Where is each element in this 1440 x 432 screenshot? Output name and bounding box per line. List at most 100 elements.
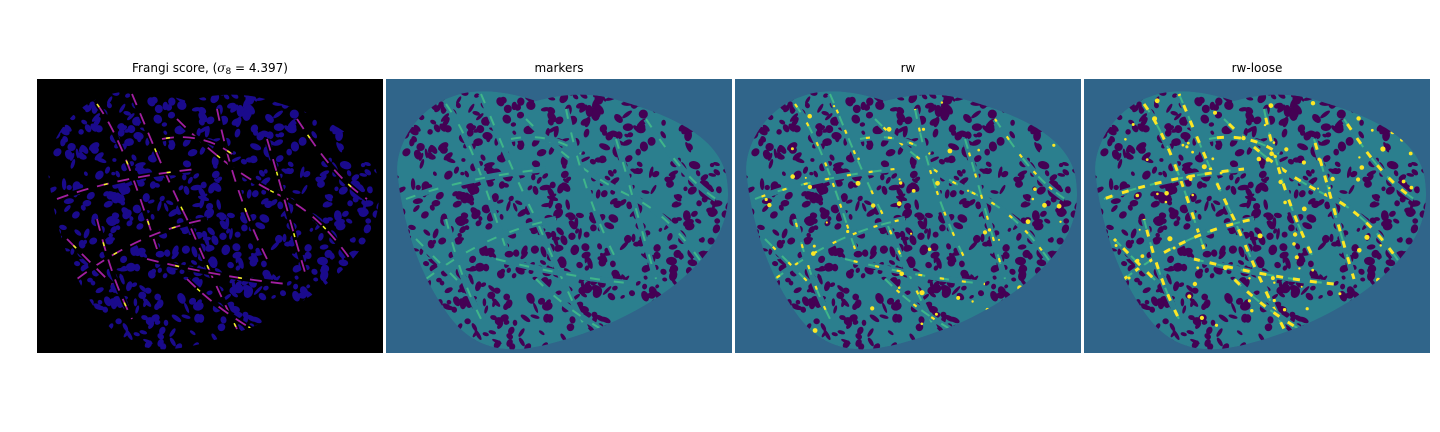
segmented-dot (1356, 177, 1361, 182)
vessel-highlight (1343, 118, 1415, 200)
segmented-dot (1185, 145, 1189, 149)
segmented-dot (1191, 193, 1194, 197)
vessel-highlight (510, 136, 582, 155)
segmented-dot (920, 322, 924, 326)
segmented-dot (1247, 299, 1251, 303)
vessel-highlight (415, 238, 462, 285)
segmented-dot (1401, 179, 1406, 184)
segmented-dot (1359, 165, 1365, 170)
segmented-dot (896, 201, 902, 207)
segmented-dot (1292, 232, 1298, 237)
segmented-dot (897, 286, 901, 289)
segmented-dot (1135, 258, 1140, 263)
segmented-dot (977, 148, 980, 152)
segmented-dot (1379, 244, 1382, 247)
segmented-vessel (774, 217, 906, 280)
panel-title-markers: markers (534, 61, 584, 75)
segmented-vessel (1262, 108, 1316, 260)
segmented-dot (1317, 187, 1320, 190)
segmented-dot (1301, 206, 1307, 212)
vessel-highlight (495, 258, 637, 285)
vessel-highlight (131, 93, 238, 330)
segmented-dot (1154, 98, 1160, 104)
panel-title-frangi: Frangi score, (σ8 = 4.397) (132, 61, 288, 77)
vessel-highlight (1223, 118, 1405, 270)
segmented-dot (1409, 185, 1414, 190)
vessel-line (792, 102, 858, 250)
segmented-vessel (1232, 277, 1300, 331)
segmented-dot (899, 271, 904, 277)
vessel-highlight (146, 258, 288, 285)
segmented-dot (1273, 154, 1277, 158)
segmented-dot (1263, 123, 1267, 127)
vessel-highlight (774, 218, 906, 280)
segmented-dot (1192, 281, 1198, 287)
segmented-dot (812, 244, 816, 248)
segmented-dot (1187, 294, 1192, 299)
segmented-dot (1124, 138, 1127, 141)
segmented-vessel (1123, 217, 1255, 281)
panel-title-rw-loose: rw-loose (1231, 61, 1283, 75)
segmented-dot (898, 178, 901, 181)
segmented-dot (1370, 128, 1374, 132)
segmented-dot (1196, 266, 1200, 270)
segmented-dot (1181, 143, 1185, 147)
segmented-dot (1298, 267, 1301, 270)
segmented-dot (767, 202, 772, 208)
segmented-dot (1188, 177, 1193, 181)
segmented-dot (1140, 254, 1145, 258)
image-panel-markers (386, 79, 732, 353)
segmented-dot (1272, 298, 1276, 303)
segmented-dot (1257, 233, 1263, 239)
segmented-dot (1356, 116, 1361, 121)
vessel-highlight (1123, 218, 1255, 280)
segmented-dot (921, 127, 926, 131)
panel-title-rw: rw (900, 61, 916, 75)
segmented-dot (1031, 197, 1035, 201)
vessel-highlight (615, 138, 657, 280)
segmented-dot (1223, 265, 1228, 271)
rw-loose-image (1084, 79, 1430, 353)
segmented-dot (1292, 242, 1296, 246)
vessel-highlight (96, 218, 133, 320)
segmented-dot (870, 306, 875, 311)
segmented-dot (1156, 192, 1159, 196)
segmented-vessel (1142, 218, 1181, 320)
segmented-dot (919, 290, 925, 296)
segmented-dot (1272, 141, 1276, 144)
segmented-dot (1301, 160, 1306, 165)
vessel-highlight (914, 108, 966, 260)
segmented-dot (1330, 176, 1335, 182)
segmented-dot (1283, 200, 1287, 205)
vessel-highlight (445, 218, 482, 320)
segmented-dot (1273, 281, 1276, 284)
vessel-highlight (754, 168, 896, 200)
segmented-vessel (161, 136, 233, 155)
vessel-line (214, 108, 270, 261)
segmented-dot (956, 295, 961, 300)
segmented-dot (927, 247, 932, 252)
vessel-highlight (964, 138, 1006, 280)
segmented-dot (811, 251, 816, 256)
segmented-dot (855, 180, 861, 186)
vessel-highlight (266, 138, 308, 280)
segmented-vessel (884, 278, 951, 330)
segmented-dot (1311, 268, 1315, 272)
segmented-dot (1145, 158, 1149, 161)
segmented-dot (1270, 276, 1275, 281)
segmented-dot (998, 238, 1000, 241)
vessel-highlight (405, 168, 547, 200)
vessel-highlight (296, 118, 368, 200)
segmented-dot (1408, 151, 1413, 156)
segmented-dot (790, 147, 794, 151)
vessel-highlight (994, 118, 1066, 200)
segmented-dot (934, 312, 938, 316)
segmented-dot (966, 189, 970, 192)
segmented-dot (1338, 292, 1342, 296)
segmented-dot (804, 176, 807, 179)
segmented-dot (833, 105, 836, 108)
vessel-highlight (186, 278, 253, 330)
tissue-region (1095, 91, 1427, 350)
segmented-vessel (764, 238, 811, 285)
segmented-dot (790, 174, 795, 179)
